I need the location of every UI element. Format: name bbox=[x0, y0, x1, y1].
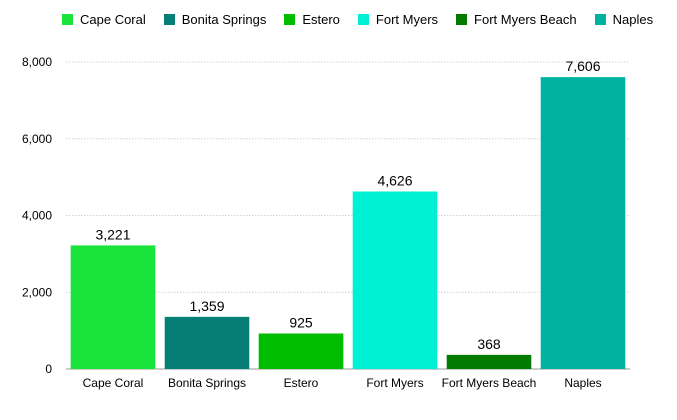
legend-swatch bbox=[163, 14, 175, 25]
legend-swatch bbox=[594, 14, 606, 25]
legend-item: Fort Myers bbox=[357, 12, 439, 27]
data-label: 4,626 bbox=[377, 172, 412, 188]
bar-fort-myers bbox=[352, 191, 438, 369]
data-label: 925 bbox=[289, 315, 313, 331]
chart-legend: Cape Coral Bonita Springs Estero Fort Myers… bbox=[62, 12, 671, 27]
x-tick-label: Fort Myers Beach bbox=[442, 376, 537, 390]
legend-label: Bonita Springs bbox=[181, 12, 267, 27]
legend-swatch bbox=[284, 14, 296, 25]
legend-item: Naples bbox=[594, 12, 654, 27]
y-tick-label: 4,000 bbox=[22, 209, 52, 223]
x-tick-label: Fort Myers bbox=[366, 376, 423, 390]
x-tick-label: Naples bbox=[564, 376, 601, 390]
x-tick-label: Bonita Springs bbox=[168, 376, 246, 390]
bar-fort-myers-beach bbox=[446, 354, 532, 369]
legend-label: Fort Myers Beach bbox=[474, 12, 577, 27]
y-tick-label: 2,000 bbox=[22, 285, 52, 299]
x-tick-label: Cape Coral bbox=[83, 376, 144, 390]
legend-swatch bbox=[62, 14, 73, 25]
bar-estero bbox=[258, 333, 344, 369]
bar-cape-coral bbox=[70, 245, 156, 369]
legend-label: Naples bbox=[612, 12, 654, 27]
bar-bonita-springs bbox=[164, 316, 250, 369]
y-tick-label: 8,000 bbox=[22, 55, 52, 69]
legend-item: Cape Coral bbox=[62, 12, 146, 27]
legend-label: Fort Myers bbox=[375, 12, 439, 27]
legend-item: Bonita Springs bbox=[163, 12, 267, 27]
data-label: 3,221 bbox=[95, 226, 130, 242]
legend-swatch bbox=[456, 14, 468, 25]
y-tick-label: 6,000 bbox=[22, 132, 52, 146]
y-tick-label: 0 bbox=[45, 362, 52, 376]
data-label: 7,606 bbox=[565, 58, 600, 74]
data-label: 368 bbox=[477, 336, 501, 352]
legend-item: Estero bbox=[284, 12, 340, 27]
legend-label: Estero bbox=[302, 12, 340, 27]
legend-swatch bbox=[357, 14, 369, 25]
data-label: 1,359 bbox=[189, 298, 224, 314]
legend-label: Cape Coral bbox=[80, 12, 146, 27]
bar-naples bbox=[540, 77, 626, 369]
legend-item: Fort Myers Beach bbox=[456, 12, 577, 27]
x-tick-label: Estero bbox=[284, 376, 319, 390]
